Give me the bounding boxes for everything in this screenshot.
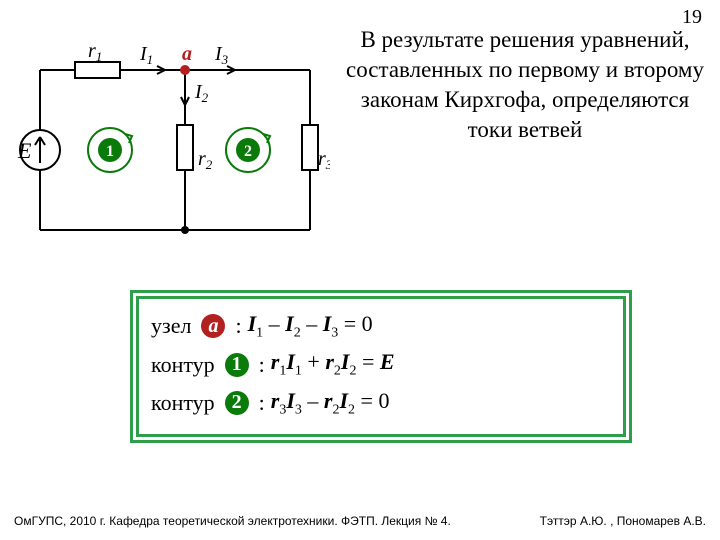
svg-text:r2: r2 xyxy=(198,148,213,172)
svg-text:I2: I2 xyxy=(194,81,209,105)
footer-right: Тэттэр А.Ю. , Пономарев А.В. xyxy=(540,514,706,528)
svg-text:r1: r1 xyxy=(88,40,102,64)
svg-text:I3: I3 xyxy=(214,43,229,67)
equation-row: узелa : I1 – I2 – I3 = 0 xyxy=(151,311,611,341)
equation-box: узелa : I1 – I2 – I3 = 0контур1 : r1I1 +… xyxy=(130,290,632,443)
loop-badge: 1 xyxy=(225,353,249,377)
loop-2-marker: 2 xyxy=(226,128,270,172)
svg-text:2: 2 xyxy=(244,143,252,160)
svg-text:r3: r3 xyxy=(318,148,330,172)
circuit-diagram: 1 2 E r1 r2 r3 I1 I2 I3 a xyxy=(10,30,330,260)
loop-1-marker: 1 xyxy=(88,128,132,172)
node-a-dot xyxy=(180,65,190,75)
equation-prefix: контур xyxy=(151,390,215,416)
equation-prefix: узел xyxy=(151,313,191,339)
equation-prefix: контур xyxy=(151,352,215,378)
description-text: В результате решения уравнений, составле… xyxy=(340,25,710,145)
label-E: E xyxy=(17,138,32,163)
equation-row: контур1 : r1I1 + r2I2 = E xyxy=(151,349,611,379)
footer-left: ОмГУПС, 2010 г. Кафедра теоретической эл… xyxy=(14,514,451,528)
equation-expression: r1I1 + r2I2 = E xyxy=(271,349,395,379)
node-badge: a xyxy=(201,314,225,338)
equation-row: контур2 : r3I3 – r2I2 = 0 xyxy=(151,388,611,418)
equation-expression: I1 – I2 – I3 = 0 xyxy=(248,311,373,341)
equation-expression: r3I3 – r2I2 = 0 xyxy=(271,388,390,418)
loop-badge: 2 xyxy=(225,391,249,415)
svg-text:I1: I1 xyxy=(139,43,153,67)
svg-text:1: 1 xyxy=(106,143,114,160)
footer: ОмГУПС, 2010 г. Кафедра теоретической эл… xyxy=(14,514,706,528)
label-node-a: a xyxy=(182,43,192,65)
